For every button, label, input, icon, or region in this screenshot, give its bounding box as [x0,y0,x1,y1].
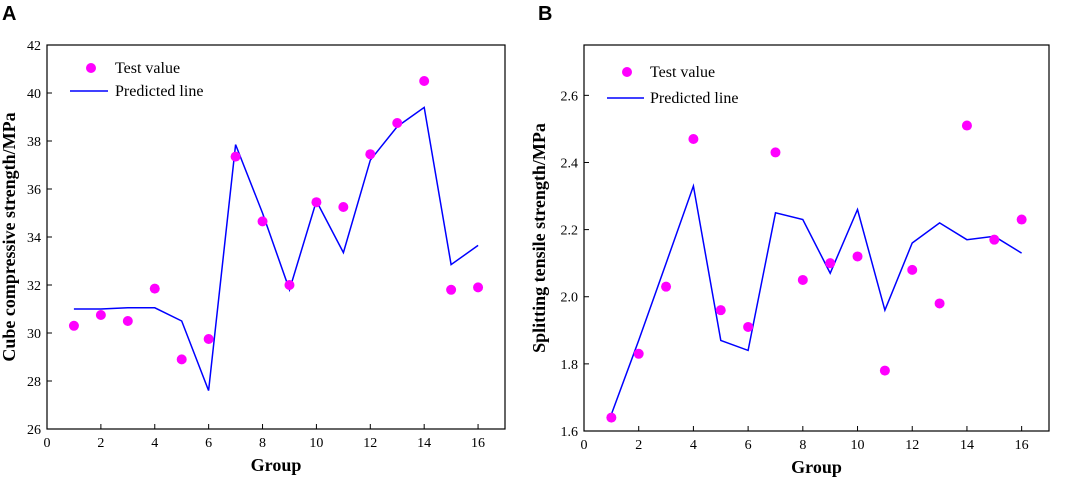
panel-b-x-tick-label: 4 [690,438,697,453]
panel-a-x-tick-label: 4 [151,436,158,451]
panel-b-label: B [538,3,552,25]
panel-b-test-value-point [907,264,918,275]
panel-b-test-value-point [961,120,972,131]
panel-b-x-tick-label: 2 [635,438,642,453]
panel-b-x-tick-label: 0 [581,438,588,453]
panel-b-test-value-point [879,365,890,376]
panel-b-y-axis-title: Splitting tensile strength/MPa [529,123,549,353]
panel-b-x-tick-label: 16 [1015,438,1029,453]
panel-b-x-tick-label: 10 [851,438,865,453]
panel-b-x-axis-title: Group [791,457,842,477]
panel-b: B 0 2 4 6 8 10 12 14 161.61.82.02.22.42.6 Group … [529,3,1050,477]
panel-b-test-value-point [825,258,836,269]
panel-b-y-tick-label: 2.4 [561,156,579,171]
panel-a-test-value-point [149,283,160,294]
panel-a-x-tick-label: 12 [363,436,377,451]
panel-b-test-value-point [688,133,699,144]
panel-a-y-tick-label: 32 [27,279,41,294]
panel-a-y-tick-label: 30 [27,327,41,342]
panel-a-x-tick-label: 14 [417,436,431,451]
panel-b-test-value-point [797,274,808,285]
panel-a-x-axis-title: Group [251,455,302,475]
panel-a-x-tick-label: 8 [259,436,266,451]
panel-a-legend: Test value Predicted line [70,60,203,100]
panel-b-legend-test-value-label: Test value [650,64,715,81]
panel-a-x-tick-label: 2 [97,436,104,451]
panel-a-legend-test-value-marker [86,63,96,73]
panel-b-test-value-point [633,348,644,359]
panel-b-test-value-point [989,234,1000,245]
panel-b-y-tick-label: 1.8 [561,358,579,373]
panel-a-x-tick-label: 10 [309,436,323,451]
panel-a-test-value-point [392,118,403,128]
panel-a-test-value-point [311,197,322,208]
panel-a-test-value-point [473,282,484,293]
panel-a-predicted-line [73,106,479,391]
panel-a-marks [68,76,484,391]
panel-a-test-value-point [68,320,79,331]
panel-b-test-value-point [852,251,863,262]
panel-b-ticks: 0 2 4 6 8 10 12 14 16 1.6 1.8 2.0 2.2 2.4 2.6 [561,89,1029,453]
panel-b-marks [606,120,1027,423]
panel-a-test-value-point [257,216,268,227]
panel-b-legend-test-value-marker [622,67,632,77]
panel-b-y-tick-label: 2.6 [561,89,579,104]
panel-a-plot-frame [46,44,506,430]
panel-a-y-tick-label: 36 [27,183,41,198]
panel-b-test-value-point [715,305,726,316]
panel-b-y-tick-label: 1.6 [561,425,579,440]
panel-b-x-tick-label: 14 [960,438,974,453]
panel-a-y-tick-label: 34 [27,231,41,246]
panel-b-test-value-point [606,412,617,423]
panel-b-test-value-point [661,281,672,292]
panel-a-test-value-point [230,151,241,162]
panel-a-x-tick-label: 6 [205,436,212,451]
panel-a-test-value-point [284,280,295,290]
panel-a-ticks: 0 2 4 6 8 10 12 14 16 26 28 30 32 34 36 38 40 42 [27,39,485,451]
panel-a-y-axis-title: Cube compressive strength/MPa [0,112,19,361]
panel-a-test-value-point [203,334,214,344]
panel-a-test-value-point [95,310,106,320]
panel-a-test-value-point [338,202,349,212]
panel-a-y-tick-label: 28 [27,375,41,390]
panel-a-test-value-point [446,284,457,295]
panel-b-x-tick-label: 8 [799,438,806,453]
panel-b-test-value-point [934,298,945,309]
panel-b-predicted-line [610,183,1022,415]
panel-b-legend-predicted-line-label: Predicted line [650,90,738,107]
panel-a-y-tick-label: 26 [27,423,41,438]
panel-a-legend-predicted-line-label: Predicted line [115,83,203,100]
panel-b-y-tick-label: 2.2 [561,224,579,239]
panel-a-test-value-point [176,354,187,365]
panel-a-x-tick-label: 16 [471,436,485,451]
panel-a-y-tick-label: 38 [27,135,41,150]
panel-a-legend-test-value-label: Test value [115,60,180,77]
panel-b-plot-frame [583,44,1050,432]
panel-a-test-value-point [419,76,430,86]
panel-a-y-tick-label: 40 [27,87,41,102]
panel-b-test-value-point [1016,214,1027,225]
panel-b-test-value-point [743,321,754,332]
panel-b-y-tick-label: 2.0 [561,291,579,306]
panel-a-label: A [2,3,16,25]
panel-b-x-tick-label: 12 [905,438,919,453]
panel-a-x-tick-label: 0 [44,436,51,451]
panel-a-y-tick-label: 42 [27,39,41,54]
panel-b-legend: Test value Predicted line [607,64,738,107]
panel-b-test-value-point [770,147,781,158]
panel-a-test-value-point [365,149,376,160]
panel-b-x-tick-label: 6 [745,438,752,453]
panel-a-test-value-point [122,316,133,326]
